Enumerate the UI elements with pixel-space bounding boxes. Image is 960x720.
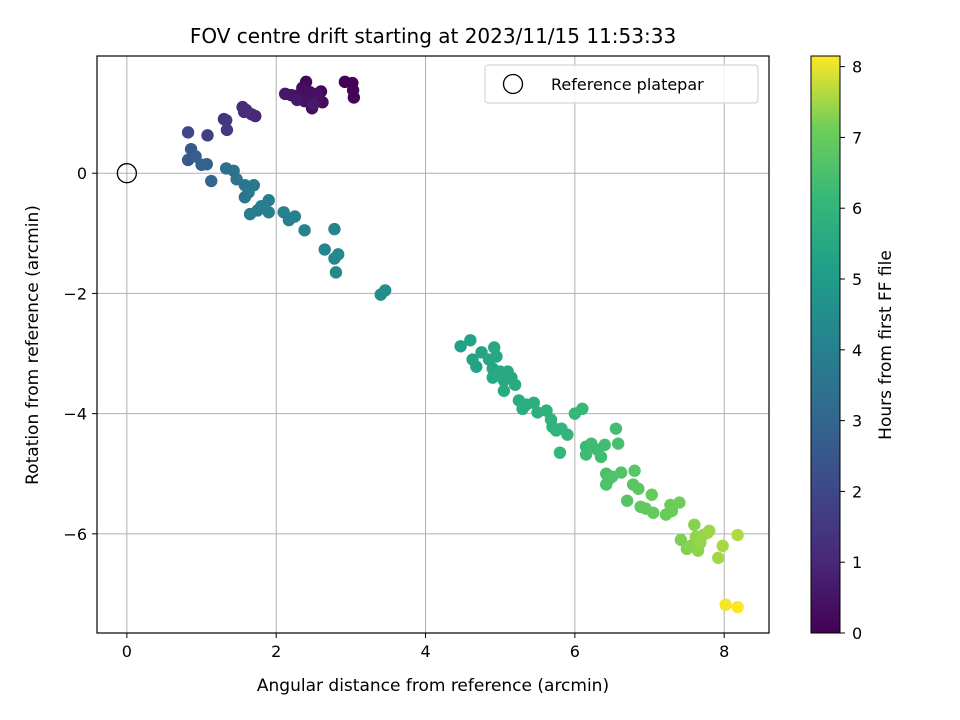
colorbar-tick-label: 1	[852, 553, 862, 572]
data-point	[620, 494, 634, 507]
data-point	[731, 600, 744, 614]
data-point	[688, 518, 701, 532]
x-axis-ticks: 0 2 4 6 8	[122, 633, 729, 661]
data-point	[647, 506, 660, 519]
data-point	[628, 464, 641, 477]
data-point	[262, 206, 275, 219]
data-point	[328, 222, 341, 236]
data-point	[329, 266, 343, 279]
data-point	[311, 87, 324, 101]
scatter-points	[181, 75, 744, 614]
data-point	[181, 126, 195, 139]
data-point	[673, 496, 686, 509]
data-point	[464, 334, 477, 347]
data-point	[579, 448, 593, 461]
colorbar-tick-label: 8	[852, 58, 862, 77]
data-point	[645, 488, 658, 501]
data-point	[665, 504, 679, 518]
data-point	[508, 378, 522, 391]
data-point	[454, 340, 467, 353]
data-point	[379, 284, 392, 297]
y-tick-label: 0	[77, 164, 87, 183]
data-point	[278, 87, 292, 101]
colorbar-gradient	[810, 55, 841, 634]
data-point	[331, 248, 345, 261]
colorbar-tick-label: 6	[852, 199, 862, 218]
data-point	[200, 157, 213, 171]
data-point	[497, 384, 511, 397]
colorbar-tick-label: 2	[852, 482, 862, 501]
data-point	[290, 93, 304, 107]
data-point	[219, 114, 233, 127]
y-tick-label: −2	[63, 284, 87, 303]
data-point	[490, 350, 503, 363]
data-point	[731, 528, 744, 542]
legend-box	[484, 64, 759, 104]
data-point	[205, 174, 218, 188]
data-point	[594, 450, 608, 464]
legend-marker-icon	[502, 73, 524, 95]
data-point	[719, 598, 732, 611]
y-axis-label: Rotation from reference (arcmin)	[23, 205, 43, 485]
chart-title: FOV centre drift starting at 2023/11/15 …	[190, 24, 676, 48]
data-point	[611, 437, 625, 450]
data-point	[576, 402, 589, 416]
data-point	[674, 533, 688, 547]
data-point	[247, 179, 260, 192]
data-point	[486, 371, 499, 384]
data-point	[716, 539, 729, 553]
data-point	[262, 194, 275, 207]
data-point	[632, 482, 645, 495]
data-point	[201, 129, 214, 142]
legend: Reference platepar	[484, 64, 759, 104]
colorbar: 0 1 2 3 4 5 6 7 8 Hours from first FF file	[810, 55, 896, 643]
colorbar-tick-label: 7	[852, 128, 862, 147]
reference-marker	[116, 163, 138, 184]
data-point	[318, 243, 331, 256]
reference-marker-group	[116, 163, 138, 184]
data-point	[307, 97, 320, 111]
colorbar-label: Hours from first FF file	[876, 250, 896, 440]
data-point	[288, 210, 302, 223]
data-point	[470, 360, 483, 373]
x-axis-label: Angular distance from reference (arcmin)	[257, 676, 609, 696]
data-point	[598, 438, 611, 452]
data-point	[527, 396, 540, 410]
x-tick-label: 6	[570, 642, 580, 661]
x-tick-label: 0	[122, 642, 132, 661]
data-point	[561, 428, 574, 441]
data-point	[220, 123, 234, 137]
data-point	[298, 224, 311, 237]
data-point	[240, 103, 253, 117]
legend-label: Reference platepar	[551, 75, 704, 94]
x-tick-label: 8	[719, 642, 729, 661]
data-point	[347, 91, 361, 104]
plot-frame	[96, 55, 770, 634]
x-tick-label: 4	[420, 642, 430, 661]
y-tick-label: −4	[63, 405, 87, 424]
data-point	[703, 524, 716, 538]
x-tick-label: 2	[271, 642, 281, 661]
colorbar-ticks: 0 1 2 3 4 5 6 7 8	[840, 58, 862, 643]
colorbar-tick-label: 0	[852, 624, 862, 643]
data-point	[614, 466, 628, 479]
data-point	[609, 422, 623, 435]
colorbar-tick-label: 5	[852, 270, 862, 289]
data-point	[712, 551, 725, 565]
grid	[97, 56, 769, 633]
data-point	[553, 446, 567, 459]
colorbar-tick-label: 4	[852, 341, 862, 360]
y-tick-label: −6	[63, 525, 87, 544]
y-axis-ticks: 0 −2 −4 −6	[63, 164, 97, 544]
colorbar-tick-label: 3	[852, 412, 862, 431]
